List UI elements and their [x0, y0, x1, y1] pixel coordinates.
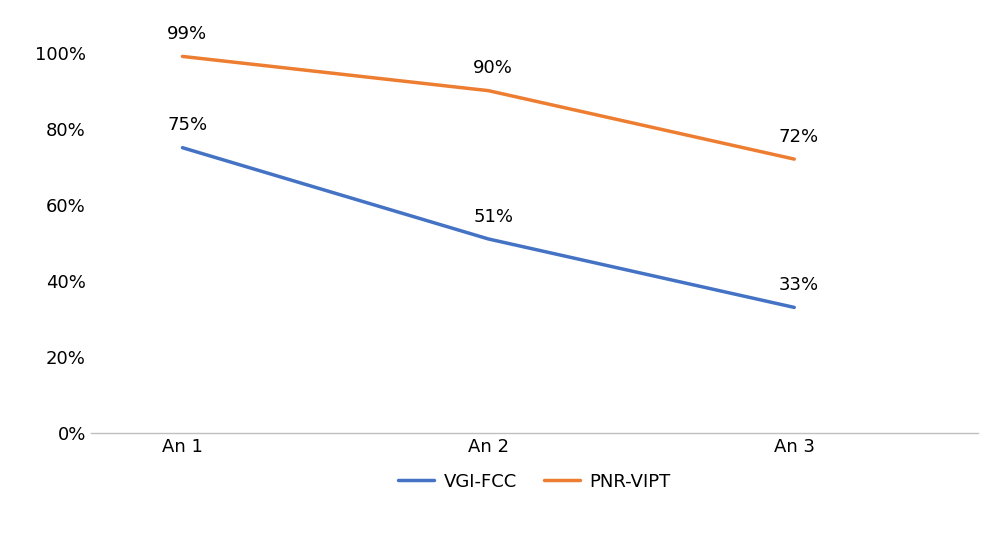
- Text: 90%: 90%: [473, 59, 513, 77]
- PNR-VIPT: [788, 156, 800, 163]
- PNR-VIPT: [176, 53, 188, 60]
- PNR-VIPT: [482, 87, 494, 94]
- Line: PNR-VIPT: PNR-VIPT: [182, 57, 794, 159]
- Text: 75%: 75%: [167, 117, 208, 134]
- Legend: VGI-FCC, PNR-VIPT: VGI-FCC, PNR-VIPT: [391, 465, 677, 498]
- Text: 51%: 51%: [473, 208, 513, 226]
- VGI-FCC: [788, 304, 800, 311]
- VGI-FCC: [482, 236, 494, 243]
- Line: VGI-FCC: VGI-FCC: [182, 148, 794, 307]
- VGI-FCC: [176, 144, 188, 151]
- Text: 72%: 72%: [779, 128, 820, 146]
- Text: 33%: 33%: [779, 276, 820, 294]
- Text: 99%: 99%: [167, 25, 208, 43]
